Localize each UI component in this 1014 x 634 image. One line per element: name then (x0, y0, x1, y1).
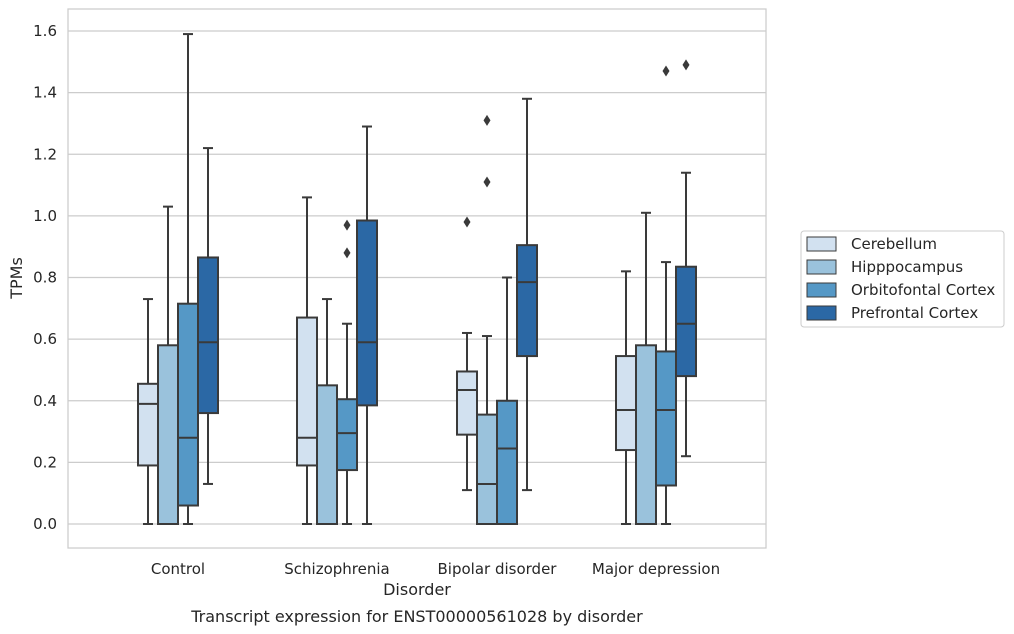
box-3-3 (496, 276, 518, 525)
outlier-point (483, 176, 491, 188)
box-3-4 (655, 65, 677, 525)
box-body (675, 265, 697, 378)
x-tick-label: Control (151, 560, 205, 578)
box-1-4 (615, 270, 637, 525)
box-body (615, 355, 637, 452)
outlier-point (682, 59, 690, 71)
box-body (456, 370, 478, 436)
boxes (137, 33, 697, 526)
box-4-2 (356, 125, 378, 525)
outlier-point (463, 216, 471, 228)
y-tick-label: 0.0 (33, 515, 57, 533)
y-tick-labels: 0.0 0.2 0.4 0.6 0.8 1.0 1.2 1.4 1.6 (33, 22, 57, 533)
outlier-point (343, 247, 351, 259)
x-tick-label: Bipolar disorder (438, 560, 558, 578)
x-tick-label: Schizophrenia (284, 560, 389, 578)
y-tick-label: 1.6 (33, 22, 57, 40)
y-tick-label: 0.8 (33, 269, 57, 287)
box-body (516, 244, 538, 358)
box-body (356, 219, 378, 407)
y-tick-label: 1.4 (33, 84, 57, 102)
box-2-1 (157, 205, 179, 525)
legend-swatch (806, 305, 837, 321)
legend-swatch (806, 259, 837, 275)
box-4-4 (675, 59, 697, 458)
box-body (296, 316, 318, 467)
box-body (177, 302, 199, 507)
chart-caption: Transcript expression for ENST0000056102… (190, 607, 643, 626)
y-tick-label: 0.2 (33, 453, 57, 471)
x-axis-label: Disorder (383, 580, 451, 599)
y-tick-label: 1.0 (33, 207, 57, 225)
legend-label: Prefrontal Cortex (851, 304, 978, 322)
legend-swatch (806, 236, 837, 252)
x-tick-labels: Control Schizophrenia Bipolar disorder Majo… (151, 560, 720, 578)
box-body (635, 344, 657, 525)
box-body (137, 382, 159, 467)
legend-label: Orbitofontal Cortex (851, 281, 995, 299)
y-axis-label: TPMs (7, 257, 26, 300)
box-4-1 (197, 147, 219, 485)
box-body (496, 399, 518, 525)
box-4-3 (516, 97, 538, 492)
outlier-point (343, 219, 351, 231)
box-1-3 (456, 216, 478, 492)
box-2-2 (316, 298, 338, 525)
legend-label: Cerebellum (851, 235, 937, 253)
box-body (655, 350, 677, 487)
box-body (476, 413, 498, 526)
box-1-1 (137, 298, 159, 525)
legend-label: Hipppocampus (851, 258, 963, 276)
plot-frame (67, 8, 767, 549)
box-2-3 (476, 114, 498, 526)
legend: Cerebellum Hipppocampus Orbitofontal Corte… (800, 230, 1005, 328)
box-3-2 (336, 219, 358, 525)
box-body (157, 344, 179, 525)
box-2-4 (635, 211, 657, 525)
box-3-1 (177, 33, 199, 525)
x-tick-label: Major depression (592, 560, 720, 578)
box-body (336, 398, 358, 472)
outlier-point (662, 65, 670, 77)
outlier-point (483, 114, 491, 126)
legend-frame (800, 230, 1005, 328)
legend-swatch (806, 282, 837, 298)
box-body (197, 256, 219, 415)
y-tick-label: 1.2 (33, 145, 57, 163)
y-tick-label: 0.4 (33, 392, 57, 410)
box-1-2 (296, 196, 318, 525)
box-body (316, 384, 338, 525)
y-tick-label: 0.6 (33, 330, 57, 348)
